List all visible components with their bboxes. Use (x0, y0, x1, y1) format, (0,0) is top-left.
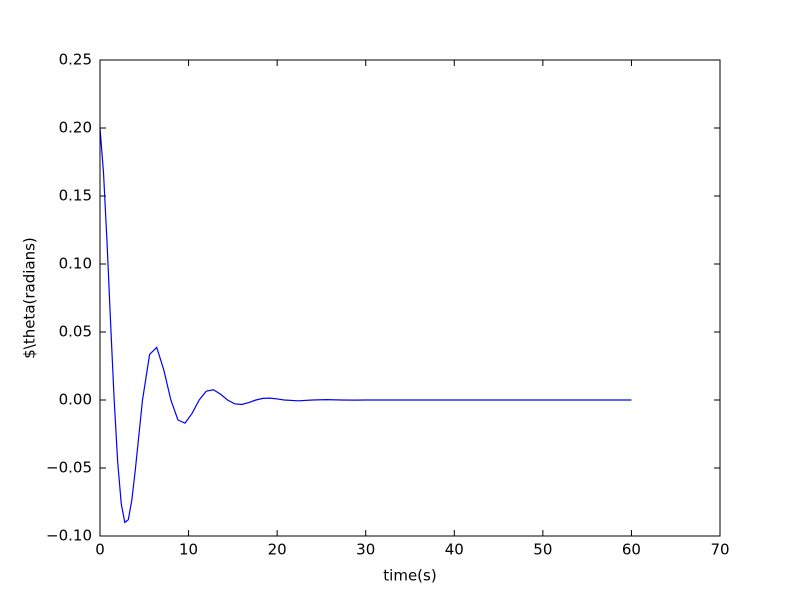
y-tick-label: 0.20 (59, 119, 92, 137)
x-axis-label: time(s) (383, 567, 436, 585)
y-tick-label: 0.25 (59, 51, 92, 69)
x-tick-label: 50 (533, 541, 552, 559)
x-tick-label: 60 (622, 541, 641, 559)
x-tick-label: 0 (95, 541, 105, 559)
x-tick-label: 70 (710, 541, 729, 559)
y-tick-label: 0.05 (59, 323, 92, 341)
y-tick-label: 0.10 (59, 255, 92, 273)
data-line (99, 127, 632, 524)
x-tick-label: 40 (445, 541, 464, 559)
x-tick-label: 30 (356, 541, 375, 559)
x-tick-label: 20 (268, 541, 287, 559)
x-tick-label: 10 (179, 541, 198, 559)
y-tick-label: −0.10 (46, 527, 92, 545)
y-tick-label: 0.00 (59, 391, 92, 409)
plot-frame (99, 59, 721, 537)
y-tick-label: 0.15 (59, 187, 92, 205)
y-tick-label: −0.05 (46, 459, 92, 477)
y-axis-label: $\theta(radians) (21, 237, 39, 359)
